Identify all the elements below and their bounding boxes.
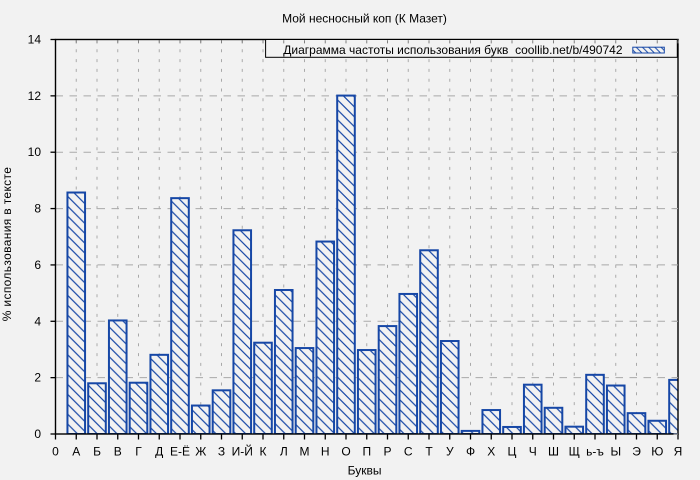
svg-text:8: 8 [34, 202, 41, 216]
svg-text:14: 14 [28, 33, 42, 47]
svg-text:6: 6 [34, 258, 41, 272]
svg-text:У: У [446, 444, 454, 458]
svg-text:Н: Н [321, 444, 330, 458]
svg-text:Ч: Ч [529, 444, 537, 458]
svg-text:Мой несносный коп (К Мазет): Мой несносный коп (К Мазет) [282, 11, 447, 25]
svg-text:С: С [404, 444, 413, 458]
svg-text:0: 0 [52, 444, 59, 458]
svg-text:Я: Я [674, 444, 683, 458]
svg-text:П: П [362, 444, 371, 458]
svg-text:10: 10 [28, 145, 42, 159]
svg-text:Е-Ё: Е-Ё [170, 444, 190, 458]
svg-text:Буквы: Буквы [348, 463, 382, 477]
svg-text:З: З [218, 444, 225, 458]
svg-text:12: 12 [28, 89, 42, 103]
svg-text:Б: Б [93, 444, 101, 458]
svg-text:Диаграмма частоты использовани: Диаграмма частоты использования букв coo… [283, 43, 623, 57]
svg-text:О: О [341, 444, 350, 458]
svg-text:Ф: Ф [466, 444, 475, 458]
svg-text:Щ: Щ [569, 444, 580, 458]
svg-text:Ы: Ы [610, 444, 621, 458]
svg-text:Ю: Ю [651, 444, 663, 458]
svg-text:Т: Т [425, 444, 433, 458]
svg-text:К: К [260, 444, 267, 458]
svg-text:И-Й: И-Й [232, 443, 253, 458]
svg-text:0: 0 [34, 427, 41, 441]
svg-text:Э: Э [632, 444, 641, 458]
svg-text:Ш: Ш [548, 444, 559, 458]
svg-text:М: М [300, 444, 310, 458]
svg-text:Г: Г [135, 444, 142, 458]
svg-text:Л: Л [280, 444, 288, 458]
svg-text:В: В [114, 444, 122, 458]
svg-text:Ц: Ц [508, 444, 517, 458]
svg-text:4: 4 [34, 314, 41, 328]
svg-text:Х: Х [487, 444, 495, 458]
svg-text:А: А [72, 444, 80, 458]
svg-text:Ж: Ж [195, 444, 206, 458]
svg-text:2: 2 [34, 371, 41, 385]
svg-text:ь-ъ: ь-ъ [586, 444, 604, 458]
svg-text:% использования в тексте: % использования в тексте [0, 167, 14, 322]
svg-text:Д: Д [155, 444, 163, 458]
svg-text:Р: Р [383, 444, 391, 458]
